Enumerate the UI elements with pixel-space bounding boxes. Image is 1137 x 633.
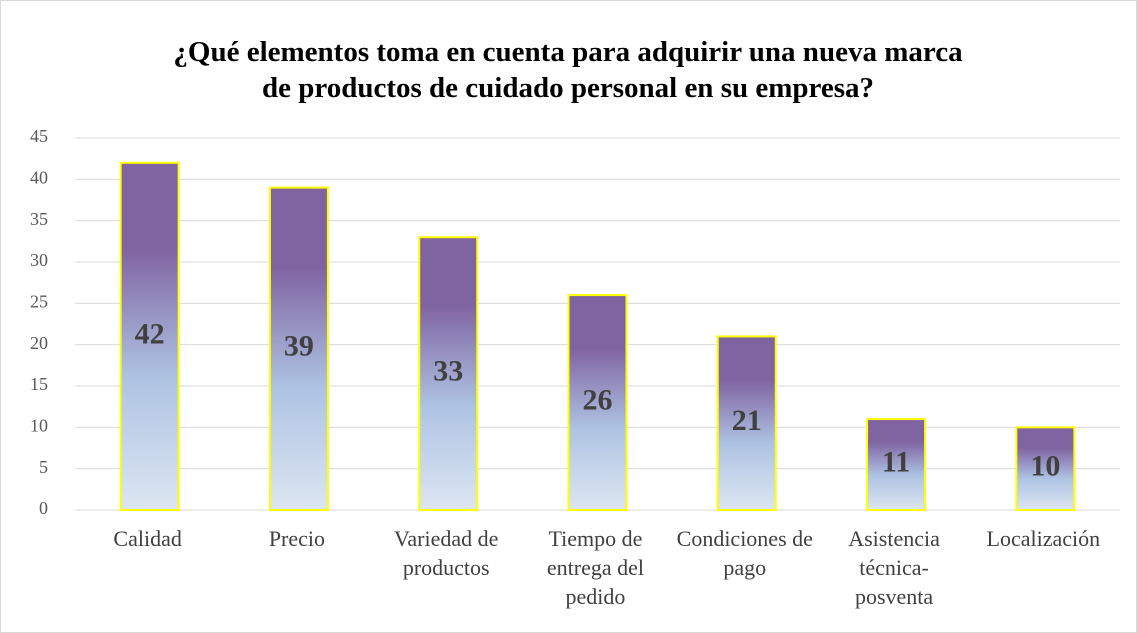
y-tick-label: 15 bbox=[30, 374, 48, 394]
value-label: 39 bbox=[284, 330, 314, 363]
bar bbox=[567, 294, 628, 512]
y-tick-label: 25 bbox=[30, 291, 48, 311]
value-label: 26 bbox=[583, 383, 613, 416]
bar bbox=[268, 186, 329, 511]
bar bbox=[418, 236, 479, 511]
value-label: 10 bbox=[1030, 450, 1060, 483]
bar bbox=[119, 161, 180, 512]
x-tick-label: Condiciones de pago bbox=[676, 526, 813, 580]
y-tick-label: 45 bbox=[30, 126, 48, 146]
y-tick-label: 10 bbox=[30, 415, 48, 435]
value-label: 21 bbox=[732, 404, 762, 437]
x-tick-label: Calidad bbox=[113, 526, 182, 551]
x-tick-label: Precio bbox=[268, 526, 326, 551]
x-tick-label: Variedad de productos bbox=[393, 526, 499, 580]
y-tick-label: 40 bbox=[30, 167, 48, 187]
y-tick-label: 30 bbox=[30, 250, 48, 270]
y-tick-label: 0 bbox=[39, 498, 48, 518]
bar bbox=[716, 335, 777, 511]
y-tick-label: 35 bbox=[30, 209, 48, 229]
y-tick-label: 5 bbox=[39, 457, 48, 477]
y-tick-label: 20 bbox=[30, 333, 48, 353]
chart-title: ¿Qué elementos toma en cuenta para adqui… bbox=[173, 36, 963, 104]
value-label: 11 bbox=[882, 445, 910, 478]
bar bbox=[1015, 426, 1076, 512]
bar bbox=[866, 418, 927, 512]
value-label: 42 bbox=[135, 317, 165, 350]
value-label: 33 bbox=[433, 354, 463, 387]
x-tick-label: Localización bbox=[986, 526, 1101, 551]
x-tick-label: Tiempo de entrega del pedido bbox=[546, 526, 645, 609]
x-tick-label: Asistencia técnica-posventa bbox=[848, 526, 940, 609]
